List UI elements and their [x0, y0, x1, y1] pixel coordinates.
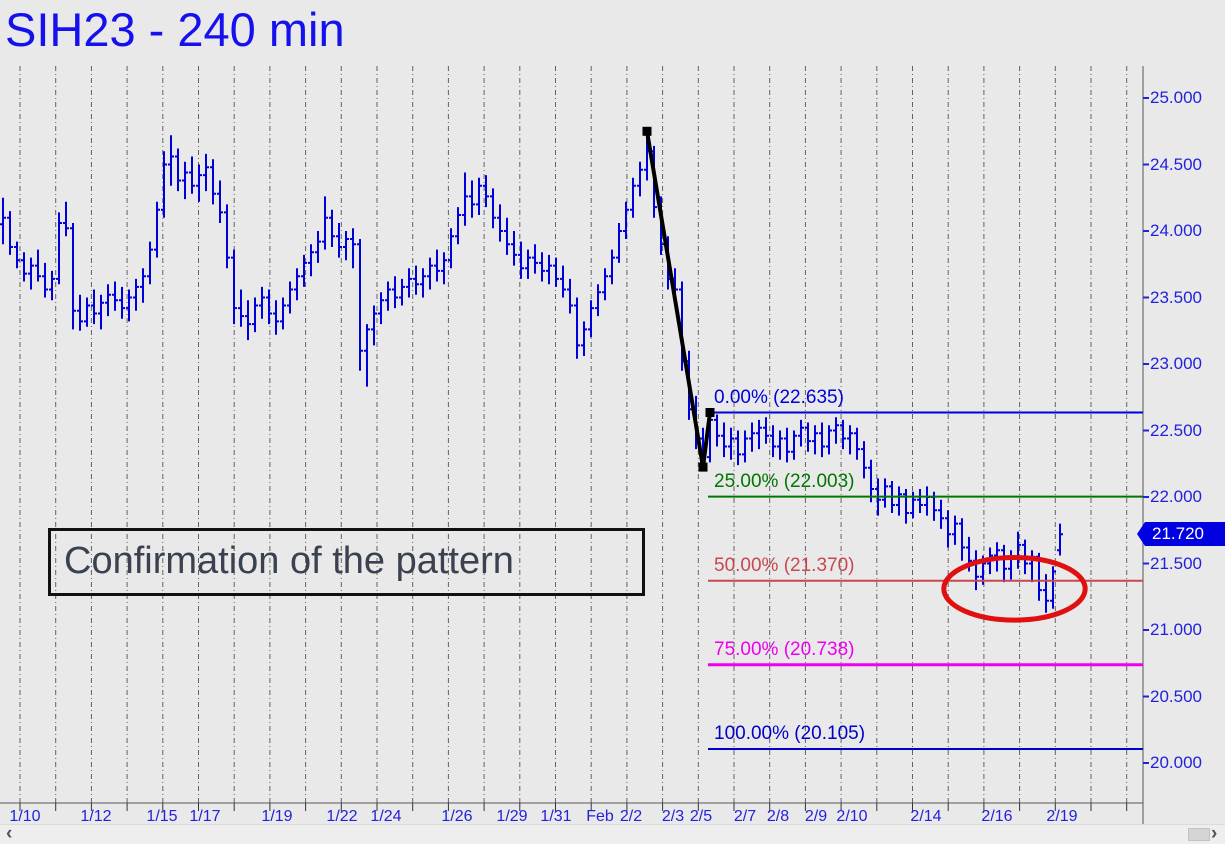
- price-tick-label: 24.000: [1150, 221, 1202, 240]
- fib-label-0: 0.00% (22.635): [714, 387, 844, 408]
- date-label: 2/10: [836, 808, 868, 825]
- date-label: 2/3: [661, 808, 685, 825]
- ohlc-bars: [0, 131, 1063, 613]
- scrollbar-thumb[interactable]: [1188, 828, 1210, 841]
- date-label: 2/16: [981, 808, 1013, 825]
- price-tick-label: 22.500: [1150, 421, 1202, 440]
- pattern-trendline: [645, 130, 712, 468]
- trendline-marker: [698, 462, 708, 472]
- price-tick-label: 20.500: [1150, 687, 1202, 706]
- date-label: 2/7: [733, 808, 757, 825]
- date-label: 1/31: [540, 808, 572, 825]
- annotation-text: Confirmation of the pattern: [64, 540, 514, 582]
- highlight-ellipse: [941, 555, 1088, 623]
- last-price-arrow-icon: [1137, 522, 1145, 546]
- annotation-box[interactable]: Confirmation of the pattern: [48, 528, 645, 596]
- date-label: 2/2: [619, 808, 643, 825]
- date-label: 1/17: [189, 808, 221, 825]
- date-label: 1/15: [146, 808, 178, 825]
- chart-title: SIH23 - 240 min: [5, 3, 345, 56]
- price-tick-label: 25.000: [1150, 88, 1202, 107]
- date-label: 2/5: [689, 808, 713, 825]
- price-tick-label: 23.000: [1150, 354, 1202, 373]
- date-label: 1/26: [441, 808, 473, 825]
- price-tick-label: 24.500: [1150, 155, 1202, 174]
- price-tick-label: 21.500: [1150, 554, 1202, 573]
- fib-label-1: 25.00% (22.003): [714, 471, 855, 492]
- date-label: 2/8: [766, 808, 790, 825]
- fib-label-3: 75.00% (20.738): [714, 639, 855, 660]
- horizontal-scrollbar[interactable]: [0, 824, 1225, 844]
- date-label: 1/12: [80, 808, 112, 825]
- scroll-left-icon[interactable]: ‹: [6, 823, 13, 844]
- trendline-marker: [705, 408, 715, 417]
- date-label: 1/10: [9, 808, 41, 825]
- date-label: 1/24: [370, 808, 402, 825]
- trendline-marker: [642, 126, 652, 136]
- fib-label-2: 50.00% (21.370): [714, 555, 855, 576]
- date-label: 2/14: [910, 808, 942, 825]
- price-tick-label: 23.500: [1150, 288, 1202, 307]
- scroll-right-icon[interactable]: ›: [1211, 823, 1218, 844]
- price-tick-label: 21.000: [1150, 620, 1202, 639]
- date-label: 1/22: [326, 808, 358, 825]
- date-label: 1/29: [496, 808, 528, 825]
- date-label: 1/19: [261, 808, 293, 825]
- price-tick-label: 20.000: [1150, 753, 1202, 772]
- last-price-badge: 21.720: [1145, 522, 1225, 546]
- price-tick-label: 22.000: [1150, 487, 1202, 506]
- date-label: Feb: [586, 808, 614, 825]
- date-label: 2/19: [1046, 808, 1078, 825]
- date-label: 2/9: [804, 808, 828, 825]
- fib-label-4: 100.00% (20.105): [714, 723, 866, 744]
